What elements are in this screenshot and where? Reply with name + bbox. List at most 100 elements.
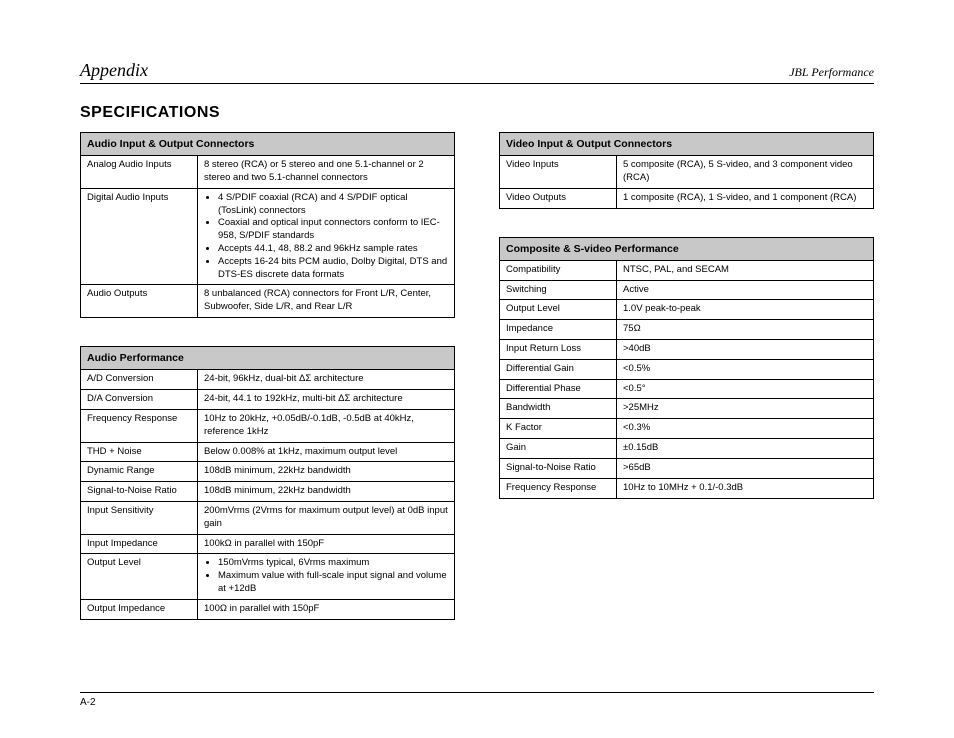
page-title: Specifications <box>80 104 874 122</box>
table-row: Signal-to-Noise Ratio>65dB <box>500 458 874 478</box>
spec-label: Differential Gain <box>500 359 617 379</box>
spec-value: Below 0.008% at 1kHz, maximum output lev… <box>198 442 455 462</box>
list-item: Accepts 44.1, 48, 88.2 and 96kHz sample … <box>218 243 448 256</box>
table-row: SwitchingActive <box>500 280 874 300</box>
spec-label: Differential Phase <box>500 379 617 399</box>
page-number: A-2 <box>80 697 96 708</box>
table-row: Frequency Response10Hz to 10MHz + 0.1/-0… <box>500 478 874 498</box>
spec-label: Digital Audio Inputs <box>81 188 198 285</box>
table-row: Input Impedance100kΩ in parallel with 15… <box>81 534 455 554</box>
table-row: Impedance75Ω <box>500 320 874 340</box>
table-row: Output Impedance100Ω in parallel with 15… <box>81 599 455 619</box>
table-row: Video Outputs1 composite (RCA), 1 S-vide… <box>500 188 874 208</box>
spec-value: >25MHz <box>617 399 874 419</box>
video-performance-table: Composite & S-video Performance Compatib… <box>499 237 874 499</box>
spec-value: 75Ω <box>617 320 874 340</box>
section-title: Appendix <box>80 60 148 81</box>
table-row: D/A Conversion24-bit, 44.1 to 192kHz, mu… <box>81 390 455 410</box>
audio-performance-table: Audio Performance A/D Conversion24-bit, … <box>80 346 455 620</box>
spec-value: 10Hz to 20kHz, +0.05dB/-0.1dB, -0.5dB at… <box>198 409 455 442</box>
list-item: 150mVrms typical, 6Vrms maximum <box>218 557 448 570</box>
spec-label: Analog Audio Inputs <box>81 156 198 189</box>
spec-label: K Factor <box>500 419 617 439</box>
spec-label: D/A Conversion <box>81 390 198 410</box>
spec-value: 100kΩ in parallel with 150pF <box>198 534 455 554</box>
table-row: Dynamic Range108dB minimum, 22kHz bandwi… <box>81 462 455 482</box>
spec-label: Frequency Response <box>500 478 617 498</box>
page: Appendix JBL Performance Specifications … <box>0 0 954 738</box>
spec-label: Compatibility <box>500 260 617 280</box>
spec-value-list: 4 S/PDIF coaxial (RCA) and 4 S/PDIF opti… <box>204 192 448 282</box>
spec-value: 8 stereo (RCA) or 5 stereo and one 5.1-c… <box>198 156 455 189</box>
list-item: 4 S/PDIF coaxial (RCA) and 4 S/PDIF opti… <box>218 192 448 218</box>
spec-label: Dynamic Range <box>81 462 198 482</box>
table-row: CompatibilityNTSC, PAL, and SECAM <box>500 260 874 280</box>
table-row: Frequency Response10Hz to 20kHz, +0.05dB… <box>81 409 455 442</box>
page-header: Appendix JBL Performance <box>80 60 874 84</box>
table-row: Digital Audio Inputs 4 S/PDIF coaxial (RC… <box>81 188 455 285</box>
table-row: THD + NoiseBelow 0.008% at 1kHz, maximum… <box>81 442 455 462</box>
spec-label: Video Outputs <box>500 188 617 208</box>
table-row: A/D Conversion24-bit, 96kHz, dual-bit ΔΣ… <box>81 370 455 390</box>
spec-label: Output Impedance <box>81 599 198 619</box>
table-row: Input Sensitivity200mVrms (2Vrms for max… <box>81 501 455 534</box>
spec-value: 1 composite (RCA), 1 S-video, and 1 comp… <box>617 188 874 208</box>
spec-value: 200mVrms (2Vrms for maximum output level… <box>198 501 455 534</box>
spec-label: Impedance <box>500 320 617 340</box>
spec-label: A/D Conversion <box>81 370 198 390</box>
table-header: Audio Input & Output Connectors <box>81 133 455 156</box>
spec-value: 24-bit, 44.1 to 192kHz, multi-bit ΔΣ arc… <box>198 390 455 410</box>
spec-value: <0.5% <box>617 359 874 379</box>
table-header: Video Input & Output Connectors <box>500 133 874 156</box>
spec-label: Frequency Response <box>81 409 198 442</box>
table-row: K Factor<0.3% <box>500 419 874 439</box>
table-row: Analog Audio Inputs8 stereo (RCA) or 5 s… <box>81 156 455 189</box>
spec-label: Switching <box>500 280 617 300</box>
right-column: Video Input & Output Connectors Video In… <box>499 132 874 648</box>
spec-value: 108dB minimum, 22kHz bandwidth <box>198 482 455 502</box>
spec-label: Signal-to-Noise Ratio <box>500 458 617 478</box>
content-columns: Audio Input & Output Connectors Analog A… <box>80 132 874 648</box>
table-row: Input Return Loss>40dB <box>500 340 874 360</box>
spec-label: THD + Noise <box>81 442 198 462</box>
table-row: Bandwidth>25MHz <box>500 399 874 419</box>
left-column: Audio Input & Output Connectors Analog A… <box>80 132 455 648</box>
spec-value: NTSC, PAL, and SECAM <box>617 260 874 280</box>
spec-label: Output Level <box>81 554 198 599</box>
spec-label: Bandwidth <box>500 399 617 419</box>
table-row: Output Level1.0V peak-to-peak <box>500 300 874 320</box>
spec-label: Video Inputs <box>500 156 617 189</box>
table-row: Audio Outputs8 unbalanced (RCA) connecto… <box>81 285 455 318</box>
spec-label: Input Impedance <box>81 534 198 554</box>
spec-value: <0.3% <box>617 419 874 439</box>
brand-label: JBL Performance <box>789 65 874 80</box>
spec-value: <0.5° <box>617 379 874 399</box>
table-row: Video Inputs5 composite (RCA), 5 S-video… <box>500 156 874 189</box>
spec-label: Output Level <box>500 300 617 320</box>
table-row: Differential Phase<0.5° <box>500 379 874 399</box>
table-header: Composite & S-video Performance <box>500 237 874 260</box>
spec-value: 150mVrms typical, 6Vrms maximumMaximum v… <box>198 554 455 599</box>
spec-value: 100Ω in parallel with 150pF <box>198 599 455 619</box>
table-row: Differential Gain<0.5% <box>500 359 874 379</box>
spec-value: >40dB <box>617 340 874 360</box>
list-item: Accepts 16-24 bits PCM audio, Dolby Digi… <box>218 256 448 282</box>
video-io-table: Video Input & Output Connectors Video In… <box>499 132 874 209</box>
spec-value-list: 150mVrms typical, 6Vrms maximumMaximum v… <box>204 557 448 595</box>
spec-value: 5 composite (RCA), 5 S-video, and 3 comp… <box>617 156 874 189</box>
table-row: Output Level150mVrms typical, 6Vrms maxi… <box>81 554 455 599</box>
table-row: Gain±0.15dB <box>500 439 874 459</box>
page-footer: A-2 <box>80 692 874 708</box>
table-row: Signal-to-Noise Ratio108dB minimum, 22kH… <box>81 482 455 502</box>
spec-label: Audio Outputs <box>81 285 198 318</box>
spec-label: Input Return Loss <box>500 340 617 360</box>
list-item: Coaxial and optical input connectors con… <box>218 217 448 243</box>
spec-value: 1.0V peak-to-peak <box>617 300 874 320</box>
spec-value: >65dB <box>617 458 874 478</box>
spec-value: 108dB minimum, 22kHz bandwidth <box>198 462 455 482</box>
spec-value: Active <box>617 280 874 300</box>
spec-value: ±0.15dB <box>617 439 874 459</box>
spec-value: 10Hz to 10MHz + 0.1/-0.3dB <box>617 478 874 498</box>
spec-value: 4 S/PDIF coaxial (RCA) and 4 S/PDIF opti… <box>198 188 455 285</box>
audio-io-table: Audio Input & Output Connectors Analog A… <box>80 132 455 318</box>
